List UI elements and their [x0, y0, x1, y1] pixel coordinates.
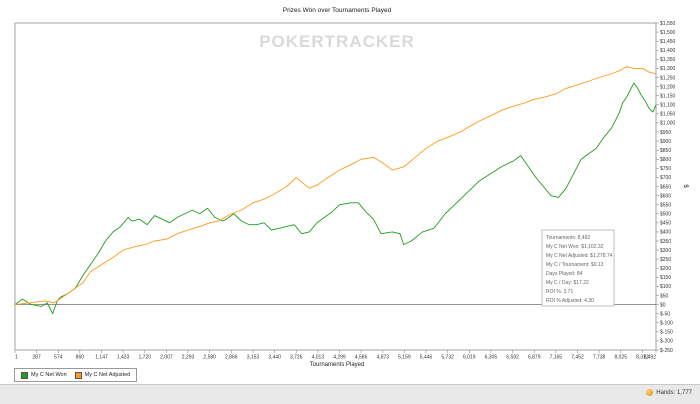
- y-tick-label: $500: [660, 212, 671, 218]
- x-tick-label: 2,007: [160, 355, 173, 361]
- plot-content: $-250 $-200 $-150 $-100 $-50 $0 $50 $100 $150 $20…: [14, 21, 676, 361]
- x-tick-label: 6,019: [463, 355, 476, 361]
- series-line-net-won: [14, 82, 657, 315]
- stats-line-tournaments: Tournaments: 8,492: [546, 235, 590, 241]
- y-tick-label: $550: [660, 202, 671, 208]
- x-tick-label: 4,586: [355, 355, 368, 361]
- x-tick-label: 574: [54, 355, 63, 361]
- stats-line-net-won: My C Net Won: $1,102.32: [546, 244, 604, 250]
- x-tick-label: 2,580: [203, 355, 216, 361]
- x-tick-label: 2,293: [182, 355, 195, 361]
- y-tick-label: $400: [660, 230, 671, 236]
- y-tick-label: $850: [660, 148, 671, 154]
- x-tick-label: 1: [15, 355, 18, 361]
- x-tick-label: 5,159: [398, 355, 411, 361]
- y-tick-label: $250: [660, 257, 671, 263]
- legend-item-net-adjusted[interactable]: My C Net Adjusted: [74, 371, 131, 379]
- x-tick-label: 7,452: [571, 355, 584, 361]
- y-tick-label: $1,300: [660, 66, 676, 72]
- x-tick-label: 4,013: [312, 355, 325, 361]
- y-tick-label: $-50: [660, 311, 670, 317]
- x-tick-label: 3,440: [268, 355, 281, 361]
- y-tick-label: $100: [660, 284, 671, 290]
- y-tick-label: $800: [660, 157, 671, 163]
- stats-line-days-played: Days Played: 84: [546, 271, 583, 277]
- y-tick-label: $150: [660, 275, 671, 281]
- y-tick-label: $1,500: [660, 30, 676, 36]
- y-tick-label: $-200: [660, 339, 673, 345]
- y-tick-label: $300: [660, 248, 671, 254]
- y-tick-label: $350: [660, 239, 671, 245]
- stats-line-net-adjusted: My C Net Adjusted: $1,278.74: [546, 253, 613, 259]
- y-tick-label: $1,250: [660, 75, 676, 81]
- x-tick-label: 6,592: [506, 355, 519, 361]
- x-axis-label: Tournaments Played: [310, 362, 365, 368]
- chart-svg: Prizes Won over Tournaments Played POKER…: [0, 0, 700, 384]
- x-tick-label: 287: [32, 355, 41, 361]
- y-tick-label: $1,550: [660, 21, 676, 27]
- stats-line-per-day: My C / Day: $17.22: [546, 280, 589, 286]
- x-tick-label: 1,147: [95, 355, 108, 361]
- stats-box-frame: [541, 229, 615, 307]
- x-tick-label: 5,446: [420, 355, 433, 361]
- y-tick-label: $700: [660, 175, 671, 181]
- hands-readout: Hands: 1,777: [646, 389, 692, 396]
- y-tick-label: $650: [660, 184, 671, 190]
- y-tick-label: $1,400: [660, 48, 676, 54]
- x-tick-label: 4,873: [377, 355, 390, 361]
- y-tick-label: $1,050: [660, 112, 676, 118]
- x-tick-label: 8,025: [614, 355, 627, 361]
- x-tick-label: 7,738: [593, 355, 606, 361]
- x-tick-label: 1,720: [139, 355, 152, 361]
- watermark-logo: POKERTRACKER: [259, 32, 415, 51]
- chart-background: [0, 0, 700, 384]
- chart-frame: Prizes Won over Tournaments Played POKER…: [0, 0, 700, 384]
- series-line-net-adjusted: [14, 66, 657, 306]
- x-tick-label: 4,299: [333, 355, 346, 361]
- chip-icon: [646, 389, 654, 396]
- y-tick-label: $1,200: [660, 84, 676, 90]
- y-tick-label: $1,000: [660, 121, 676, 127]
- legend: My C Net Won My C Net Adjusted: [14, 368, 138, 382]
- y-axis-label: $: [682, 184, 688, 188]
- x-tick-label: 7,165: [550, 355, 563, 361]
- x-tick-label: 3,153: [247, 355, 260, 361]
- x-tick-label: 6,879: [528, 355, 541, 361]
- x-tick-label: 2,866: [225, 355, 238, 361]
- legend-swatch-net-adjusted: [74, 371, 82, 379]
- stats-box: Tournaments: 8,492 My C Net Won: $1,102.…: [541, 229, 615, 307]
- stats-line-per-tournament: My C / Tournament: $0.13: [546, 262, 604, 268]
- stats-line-roi-adjusted: ROI % Adjusted: 4.30: [546, 298, 594, 304]
- x-tick-label: 8,312: [636, 355, 649, 361]
- y-tick-label: $50: [660, 293, 669, 299]
- y-tick-label: $0: [660, 302, 666, 308]
- x-tick-label: 6,305: [485, 355, 498, 361]
- legend-label-net-adjusted: My C Net Adjusted: [84, 372, 131, 378]
- y-tick-label: $-150: [660, 330, 673, 336]
- y-tick-label: $450: [660, 221, 671, 227]
- x-tick-label: 8,492: [643, 355, 656, 361]
- x-tick-label: 3,726: [290, 355, 303, 361]
- y-tick-label: $950: [660, 130, 671, 136]
- y-tick-label: $200: [660, 266, 671, 272]
- x-tick-label: 5,732: [441, 355, 454, 361]
- hands-count: Hands: 1,777: [656, 389, 692, 396]
- legend-swatch-net-won: [21, 371, 28, 379]
- status-bar: Hands: 1,777: [0, 384, 700, 404]
- y-tick-label: $750: [660, 166, 671, 172]
- chart-title: Prizes Won over Tournaments Played: [283, 7, 392, 14]
- y-tick-label: $-100: [660, 321, 673, 327]
- y-tick-label: $1,150: [660, 93, 676, 99]
- legend-item-net-won[interactable]: My C Net Won: [21, 371, 67, 379]
- y-tick-label: $1,450: [660, 39, 676, 45]
- stats-line-roi: ROI %: 3.71: [546, 289, 573, 295]
- x-tick-label: 1,433: [117, 355, 130, 361]
- y-tick-label: $1,100: [660, 103, 676, 109]
- legend-label-net-won: My C Net Won: [31, 372, 67, 378]
- x-tick-label: 860: [76, 355, 85, 361]
- y-tick-label: $600: [660, 193, 671, 199]
- y-tick-label: $1,350: [660, 57, 676, 63]
- y-tick-label: $900: [660, 139, 671, 145]
- y-tick-label: $-250: [660, 348, 673, 354]
